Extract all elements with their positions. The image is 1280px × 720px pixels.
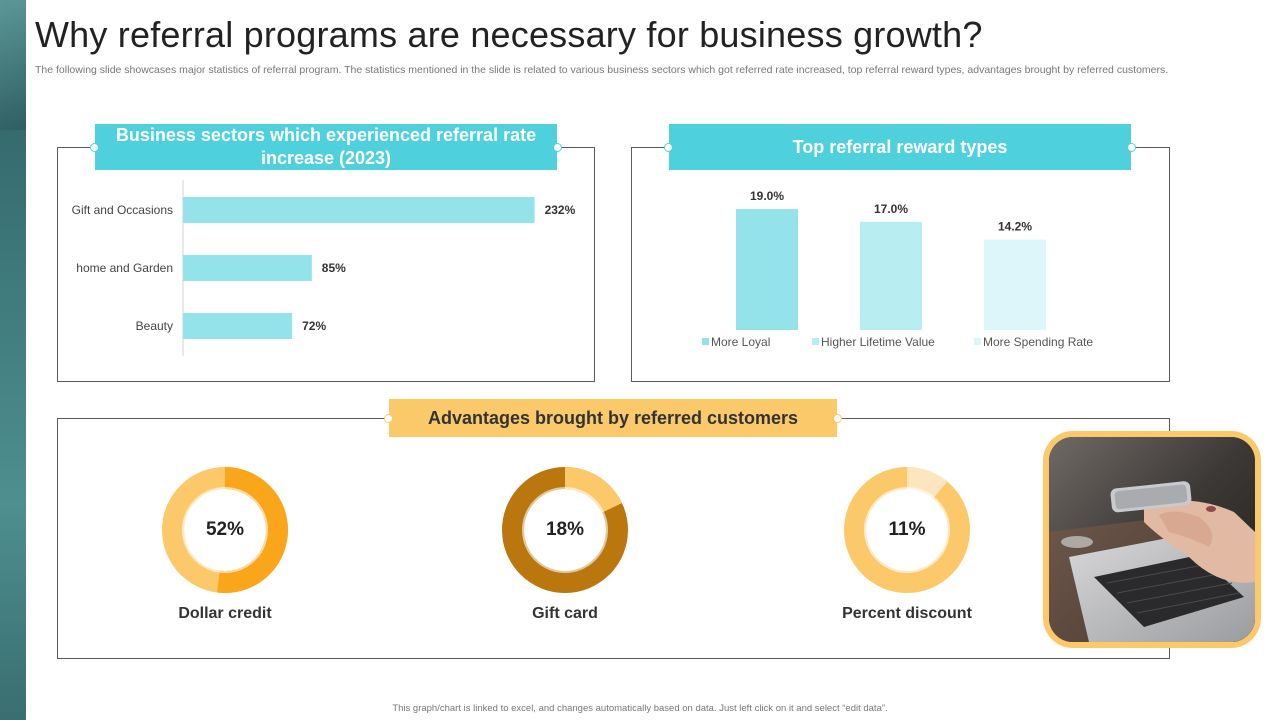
sector-category-label: Gift and Occasions	[72, 203, 173, 217]
donut-inner-ring	[522, 487, 608, 573]
donut-hole	[189, 494, 261, 566]
legend-label: More Loyal	[711, 335, 770, 349]
donut-chart[interactable]	[500, 465, 630, 595]
donut-item: 11% Percent discount	[842, 465, 982, 622]
page-title: Why referral programs are necessary for …	[35, 14, 983, 55]
advantages-panel: 52% Dollar credit 18% Gift card 11% Percent d…	[57, 418, 1170, 659]
sector-bar[interactable]	[183, 313, 293, 339]
reward-value-label: 17.0%	[874, 202, 908, 216]
reward-value-label: 19.0%	[750, 189, 784, 203]
legend-swatch	[974, 338, 981, 345]
rewards-panel: 19.0% 17.0% 14.2% More Loyal Higher Lifetime…	[631, 147, 1170, 382]
donut-chart[interactable]	[160, 465, 290, 595]
sector-bar[interactable]	[183, 197, 535, 223]
header-dot-left	[384, 413, 393, 423]
rewards-panel-header: Top referral reward types	[664, 124, 1136, 170]
donut-hole	[871, 494, 943, 566]
reward-bar[interactable]	[736, 209, 798, 330]
sector-value-label: 85%	[322, 261, 346, 275]
header-dot-right	[833, 413, 842, 423]
phone-laptop-illustration	[1049, 437, 1255, 642]
photo-phone-laptop	[1043, 431, 1261, 648]
donut-inner-ring	[182, 487, 268, 573]
donut-hole	[529, 494, 601, 566]
sectors-chart[interactable]: Gift and Occasions 232% home and Garden 85%…	[58, 148, 594, 381]
advantages-panel-header: Advantages brought by referred customers	[384, 399, 842, 437]
donut-value-label: 18%	[545, 519, 585, 540]
donut-category-label: Gift card	[532, 605, 598, 622]
sectors-panel: Gift and Occasions 232% home and Garden 85%…	[57, 147, 595, 382]
legend-label: Higher Lifetime Value	[821, 335, 935, 349]
page-subtitle: The following slide showcases major stat…	[35, 64, 1169, 76]
reward-bar[interactable]	[984, 239, 1046, 330]
sectors-panel-header: Business sectors which experienced refer…	[90, 124, 562, 170]
header-dot-left	[664, 142, 673, 152]
sector-bar[interactable]	[183, 255, 312, 281]
legend-swatch	[812, 338, 819, 345]
donut-value-segment[interactable]	[217, 467, 288, 593]
donut-item: 52% Dollar credit	[160, 465, 300, 622]
rewards-chart[interactable]: 19.0% 17.0% 14.2% More Loyal Higher Lifetime…	[632, 148, 1169, 381]
header-dot-left	[90, 142, 99, 152]
donut-value-label: 11%	[888, 519, 926, 540]
legend-swatch	[702, 338, 709, 345]
header-dot-right	[1127, 142, 1136, 152]
sectors-panel-title: Business sectors which experienced refer…	[115, 125, 537, 168]
header-dot-right	[553, 142, 562, 152]
reward-bar[interactable]	[860, 221, 922, 330]
sector-category-label: Beauty	[136, 319, 173, 333]
donut-value-segment[interactable]	[564, 467, 623, 514]
donut-category-label: Dollar credit	[178, 605, 272, 622]
left-accent-band	[0, 0, 26, 720]
advantages-panel-title: Advantages brought by referred customers	[427, 407, 799, 428]
rewards-panel-title: Top referral reward types	[792, 136, 1008, 157]
footer-note: This graph/chart is linked to excel, and…	[392, 703, 888, 714]
donut-chart[interactable]	[842, 465, 972, 595]
donut-value-segment[interactable]	[906, 467, 948, 499]
donut-inner-ring	[864, 487, 950, 573]
donut-category-label: Percent discount	[842, 605, 972, 622]
sector-value-label: 232%	[545, 203, 576, 217]
sector-category-label: home and Garden	[76, 261, 173, 275]
donut-value-label: 52%	[205, 519, 245, 540]
sector-value-label: 72%	[302, 319, 326, 333]
reward-value-label: 14.2%	[998, 220, 1032, 234]
donut-item: 18% Gift card	[500, 465, 640, 622]
legend-label: More Spending Rate	[983, 335, 1093, 349]
